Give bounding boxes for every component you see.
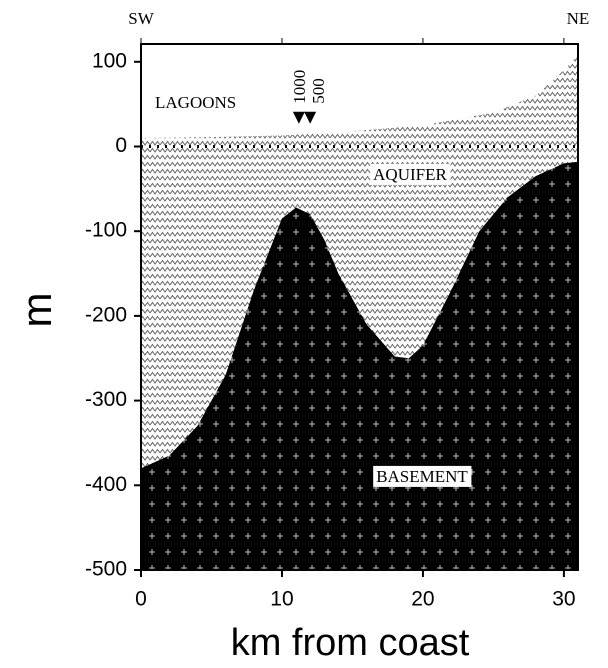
x-tick-label: 10 [270, 588, 293, 611]
y-tick-label: 0 [115, 134, 127, 157]
well-label: 1000 [290, 70, 309, 104]
corner-label: NE [567, 9, 590, 28]
y-tick-label: -100 [85, 219, 127, 242]
y-tick-label: -400 [85, 473, 127, 496]
corner-label: SW [128, 9, 154, 28]
y-tick-label: 100 [92, 49, 127, 72]
plot-frame [140, 43, 579, 571]
y-tick-label: -300 [85, 388, 127, 411]
well-label: 500 [309, 78, 328, 104]
y-tick-label: -500 [85, 558, 127, 581]
y-axis-title: m [13, 293, 60, 328]
x-tick-label: 20 [411, 588, 434, 611]
region-label: BASEMENT [376, 467, 468, 486]
x-tick-label: 30 [552, 588, 575, 611]
annotation: LAGOONS [155, 93, 236, 112]
region-label-bg [370, 163, 451, 185]
well-marker [292, 111, 305, 124]
region-label: AQUIFER [373, 165, 447, 184]
y-tick-label: -200 [85, 303, 127, 326]
well-marker [304, 111, 317, 124]
region-label-bg [373, 465, 472, 487]
x-axis-title: km from coast [231, 622, 470, 664]
plot-area [141, 55, 578, 570]
x-tick-label: 0 [135, 588, 147, 611]
